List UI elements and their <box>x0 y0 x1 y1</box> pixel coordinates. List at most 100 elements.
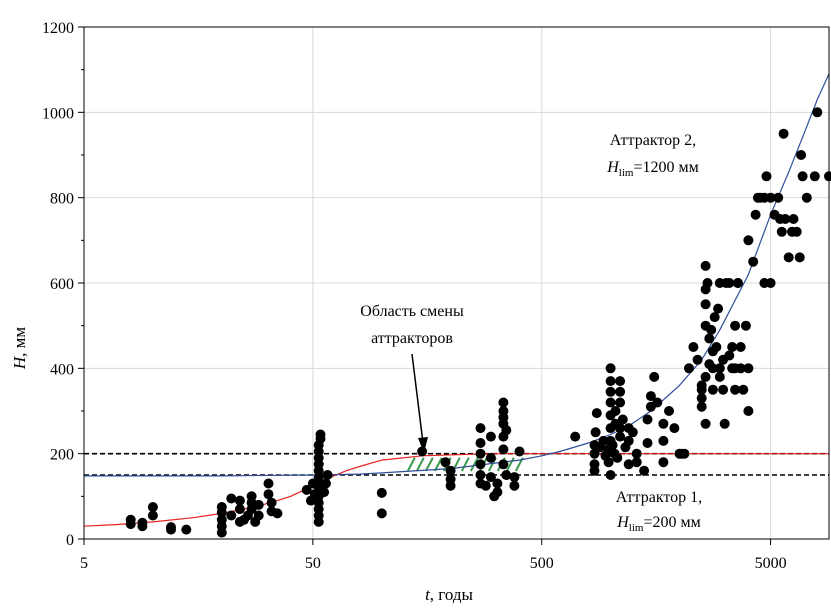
x-axis-title: t, годы <box>425 585 473 604</box>
data-point <box>658 435 669 446</box>
data-point <box>796 150 807 160</box>
data-point <box>605 397 616 408</box>
data-point <box>700 418 711 429</box>
y-tick-label: 1200 <box>42 20 74 37</box>
data-point <box>707 384 718 395</box>
data-point <box>684 363 694 374</box>
data-point <box>631 457 642 468</box>
data-point <box>322 470 333 480</box>
data-point <box>718 384 729 395</box>
data-point <box>788 214 799 224</box>
hatch-line <box>460 457 470 472</box>
data-point <box>727 342 738 352</box>
data-point <box>509 480 520 491</box>
region-arrow-head <box>418 437 428 453</box>
data-point <box>711 342 722 352</box>
data-point <box>475 459 486 470</box>
data-point <box>320 478 331 489</box>
y-tick-label: 600 <box>50 276 74 293</box>
data-point <box>498 397 509 408</box>
data-point <box>642 414 653 425</box>
region-label-line-1: Область смены <box>360 303 464 320</box>
y-tick-label: 200 <box>50 447 74 464</box>
data-point <box>603 457 614 468</box>
y-tick-label: 800 <box>50 191 74 208</box>
data-point <box>783 252 794 263</box>
axes-group <box>78 26 830 545</box>
data-point <box>475 423 486 434</box>
data-point <box>610 406 621 416</box>
data-point <box>125 519 136 530</box>
data-point <box>748 256 759 267</box>
data-point <box>498 412 509 423</box>
data-point <box>801 192 812 203</box>
curve-group <box>83 73 830 527</box>
data-point <box>642 438 653 448</box>
data-point <box>706 324 717 335</box>
data-point <box>137 521 148 532</box>
data-point <box>730 320 741 331</box>
points-group <box>125 107 831 538</box>
data-point <box>147 502 158 512</box>
data-point <box>607 440 618 451</box>
data-point <box>498 444 509 455</box>
data-point <box>707 363 718 374</box>
hatch-line <box>433 457 443 472</box>
data-point <box>319 487 330 498</box>
data-point <box>704 333 715 344</box>
region-label-line-2: аттракторов <box>371 330 453 347</box>
x-tick-label: 500 <box>530 555 554 572</box>
hatch-line <box>415 457 425 472</box>
data-point <box>234 504 245 515</box>
hatch-line <box>505 457 515 472</box>
data-point <box>440 457 451 468</box>
data-point <box>692 354 703 365</box>
data-point <box>765 278 776 288</box>
hatch-line <box>424 457 434 472</box>
data-point <box>669 423 680 434</box>
data-point <box>738 384 749 395</box>
data-point <box>645 391 656 402</box>
data-point <box>778 128 789 139</box>
data-point <box>724 350 735 361</box>
data-point <box>696 401 707 412</box>
data-point <box>615 431 626 442</box>
data-point <box>730 384 741 395</box>
data-point <box>445 465 456 476</box>
data-point <box>612 452 623 463</box>
data-point <box>166 524 176 535</box>
data-point <box>631 448 642 459</box>
data-point <box>776 226 787 237</box>
data-point <box>480 480 491 491</box>
data-point <box>301 484 312 495</box>
data-point <box>761 171 772 182</box>
x-tick-label: 5 <box>80 555 88 572</box>
data-point <box>253 499 264 510</box>
data-point <box>615 386 626 397</box>
data-point <box>216 502 227 512</box>
data-point <box>475 448 486 459</box>
y-tick-label: 1000 <box>42 105 74 122</box>
data-point <box>700 260 711 271</box>
data-point <box>263 478 274 489</box>
data-point <box>501 425 512 436</box>
data-point <box>750 209 761 220</box>
y-tick-label: 400 <box>50 361 74 378</box>
data-point <box>615 423 626 434</box>
x-tick-label: 50 <box>305 555 321 572</box>
attractor2-label-line-2: Hlim=1200 мм <box>606 159 699 179</box>
data-point <box>253 510 264 521</box>
data-point <box>570 431 581 442</box>
data-point <box>809 171 820 182</box>
data-point <box>719 418 730 429</box>
tick-labels-group: 5 50 500 5000 0 200 400 600 800 1000 1200 <box>42 20 787 572</box>
data-point <box>605 386 616 397</box>
data-point <box>700 299 711 310</box>
data-point <box>780 214 791 224</box>
data-point <box>147 510 158 521</box>
data-point <box>824 171 831 182</box>
hatch-line <box>469 457 479 472</box>
data-point <box>376 487 387 498</box>
data-point <box>509 472 520 483</box>
